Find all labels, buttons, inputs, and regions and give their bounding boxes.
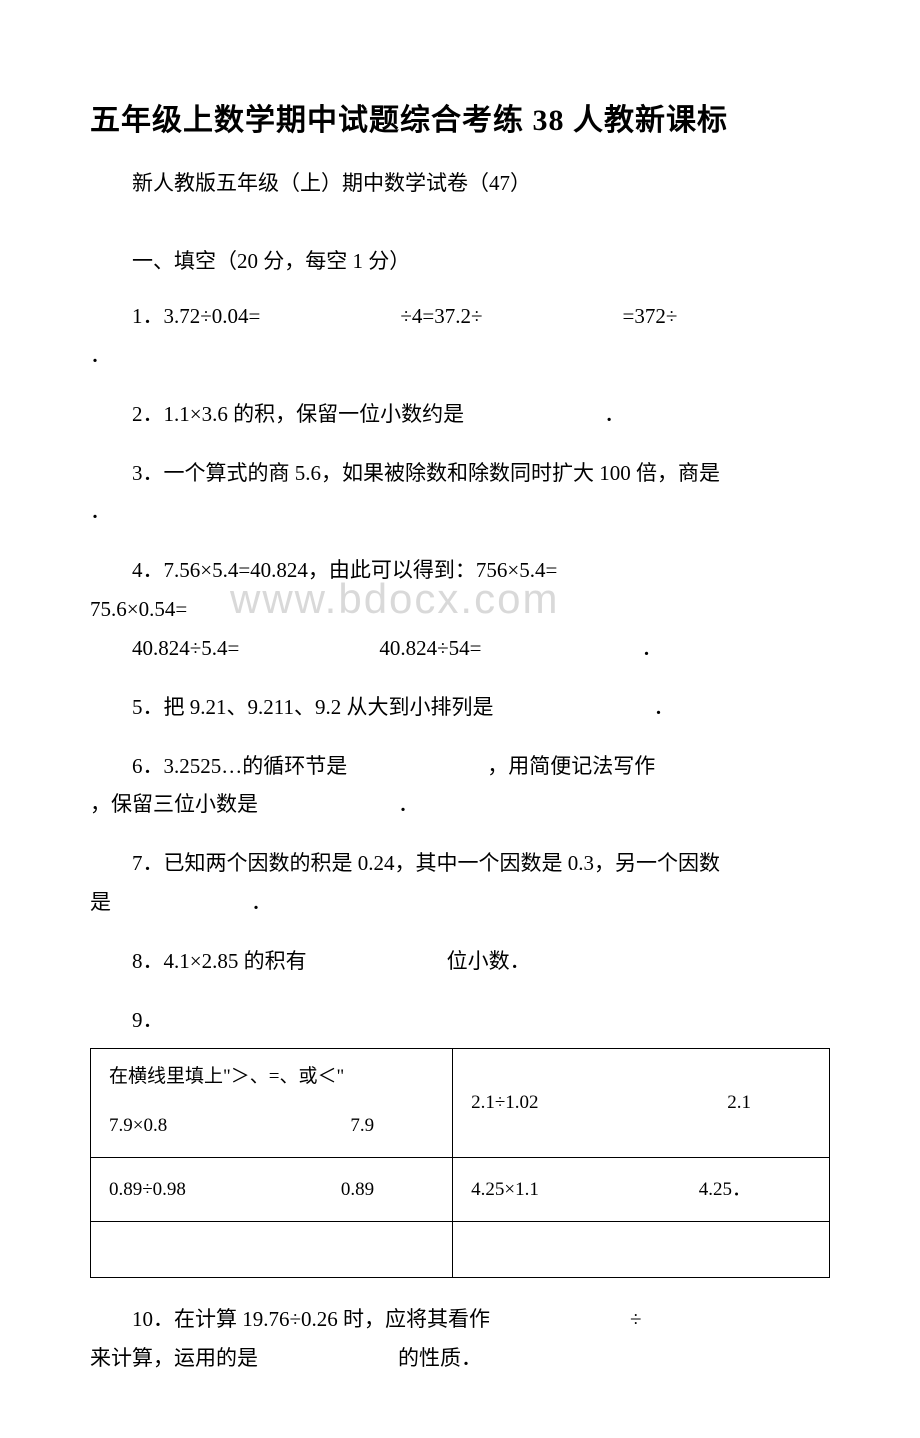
q1-part1: 3.72÷0.04= [164,304,261,328]
q2-end: ． [604,402,625,426]
question-2: 2．1.1×3.6 的积，保留一位小数约是 ． [90,395,830,434]
table-row: 0.89÷0.98 0.89 4.25×1.1 4.25． [91,1157,830,1221]
q9-r2c2-right: 4.25． [699,1172,811,1207]
q5-text: 把 9.21、9.211、9.2 从大到小排列是 [164,695,494,719]
q3-num: 3． [132,461,164,485]
q9-r2c2-left: 4.25×1.1 [471,1172,539,1207]
q6-end: ． [398,792,419,816]
q6-part1: 3.2525…的循环节是 [164,754,348,778]
q9-r1c1-line1: 在横线里填上"＞、=、或＜" [109,1059,434,1094]
q5-num: 5． [132,695,164,719]
question-10: 10．在计算 19.76÷0.26 时，应将其看作 ÷ 来计算，运用的是 的性质． [90,1300,830,1378]
q7-num: 7． [132,851,164,875]
q3-text: 一个算式的商 5.6，如果被除数和除数同时扩大 100 倍，商是 [164,461,721,485]
q6-part3: ，保留三位小数是 [90,792,258,816]
question-6: 6．3.2525…的循环节是 ，用简便记法写作 ，保留三位小数是 ． [90,747,830,825]
q4-line2b: 40.824÷54= [379,636,481,660]
table-cell [453,1222,830,1278]
q7-part2: 是 [90,890,111,914]
q4-end: ． [642,636,663,660]
q9-r1c2-left: 2.1÷1.02 [471,1085,538,1120]
q5-end: ． [653,695,674,719]
table-cell: 4.25×1.1 4.25． [453,1157,830,1221]
question-9-table: 在横线里填上"＞、=、或＜" 7.9×0.8 7.9 2.1÷1.02 2.1 [90,1048,830,1279]
table-cell: 0.89÷0.98 0.89 [91,1157,453,1221]
q10-num: 10． [132,1307,174,1331]
question-3: 3．一个算式的商 5.6，如果被除数和除数同时扩大 100 倍，商是 ． [90,454,830,532]
question-4: 4．7.56×5.4=40.824，由此可以得到：756×5.4= 75.6×0… [90,551,830,668]
question-9: 9． 在横线里填上"＞、=、或＜" 7.9×0.8 7.9 2.1÷1.02 2… [90,1001,830,1278]
q2-text: 1.1×3.6 的积，保留一位小数约是 [164,402,465,426]
q7-end: ． [251,890,272,914]
q10-part1: 在计算 19.76÷0.26 时，应将其看作 [174,1307,490,1331]
q1-end: ． [90,343,111,367]
page-title: 五年级上数学期中试题综合考练 38 人教新课标 [90,95,830,139]
q8-part2: 位小数． [447,949,531,973]
q4-num: 4． [132,558,164,582]
question-7: 7．已知两个因数的积是 0.24，其中一个因数是 0.3，另一个因数 是 ． [90,844,830,922]
table-cell: 在横线里填上"＞、=、或＜" 7.9×0.8 7.9 [91,1048,453,1157]
q9-num: 9． [132,1008,164,1032]
subtitle: 新人教版五年级（上）期中数学试卷（47） [90,167,830,197]
q9-r1c1-right: 7.9 [350,1108,434,1143]
table-row: 在横线里填上"＞、=、或＜" 7.9×0.8 7.9 2.1÷1.02 2.1 [91,1048,830,1157]
q8-part1: 4.1×2.85 的积有 [164,949,307,973]
table-cell [91,1222,453,1278]
q1-part2: ÷4=37.2÷ [400,304,482,328]
q4-line1a: 7.56×5.4=40.824，由此可以得到：756×5.4= [164,558,558,582]
q9-r2c1-left: 0.89÷0.98 [109,1172,186,1207]
q10-part2: ÷ [630,1307,642,1331]
question-5: 5．把 9.21、9.211、9.2 从大到小排列是 ． [90,688,830,727]
q2-num: 2． [132,402,164,426]
table-row [91,1222,830,1278]
q10-part3: 来计算，运用的是 [90,1346,258,1370]
q4-line2a: 40.824÷5.4= [132,636,239,660]
q9-r2c1-right: 0.89 [341,1172,434,1207]
q3-end: ． [90,499,111,523]
q10-part4: 的性质． [398,1346,482,1370]
table-cell: 2.1÷1.02 2.1 [453,1048,830,1157]
q4-line1b: 75.6×0.54= [90,597,187,621]
section-1-header: 一、填空（20 分，每空 1 分） [90,245,830,275]
question-1: 1．3.72÷0.04= ÷4=37.2÷ =372÷ ． [90,297,830,375]
q7-part1: 已知两个因数的积是 0.24，其中一个因数是 0.3，另一个因数 [164,851,721,875]
q1-part3: =372÷ [623,304,678,328]
question-8: 8．4.1×2.85 的积有 位小数． [90,942,830,981]
q9-r1c2-right: 2.1 [727,1085,811,1120]
q8-num: 8． [132,949,164,973]
q6-num: 6． [132,754,164,778]
q6-part2: ，用简便记法写作 [487,754,655,778]
q9-r1c1-left: 7.9×0.8 [109,1108,167,1143]
q1-num: 1． [132,304,164,328]
document-content: 五年级上数学期中试题综合考练 38 人教新课标 新人教版五年级（上）期中数学试卷… [90,95,830,1378]
